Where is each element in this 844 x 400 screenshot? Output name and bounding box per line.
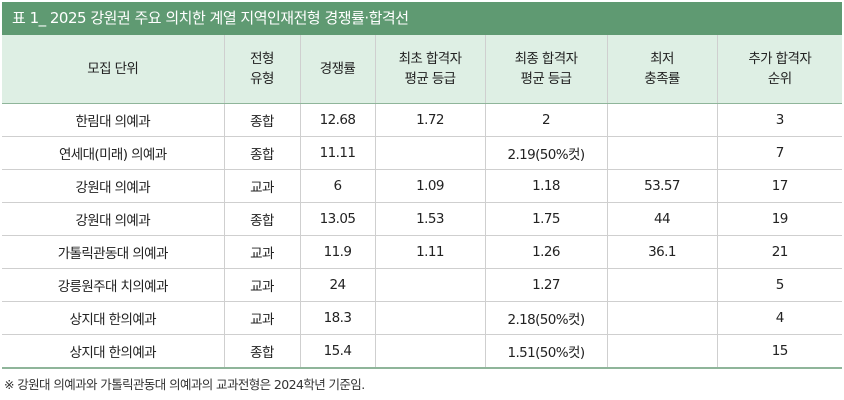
table-cell: 13.05: [300, 202, 376, 236]
table-cell: 2: [485, 103, 608, 137]
table-cell: [375, 268, 486, 302]
table-cell: 교과: [224, 268, 301, 302]
table-cell: 17: [717, 169, 842, 203]
table-row: 강원대 의예과 교과 6 1.09 1.18 53.57 17: [2, 169, 842, 203]
table-row: 연세대(미래) 의예과 종합 11.11 2.19(50%컷) 7: [2, 136, 842, 170]
table-cell: [607, 268, 718, 302]
table-cell: 교과: [224, 169, 301, 203]
table-cell: 종합: [224, 334, 301, 369]
table-cell: 한림대 의예과: [2, 103, 225, 137]
table-cell: 6: [300, 169, 376, 203]
header-cell: 최종 합격자 평균 등급: [485, 35, 608, 104]
table-cell: 1.11: [375, 235, 486, 269]
table-cell: 12.68: [300, 103, 376, 137]
table-cell: [375, 301, 486, 335]
table-cell: 44: [607, 202, 718, 236]
table-cell: 종합: [224, 202, 301, 236]
table-cell: 1.27: [485, 268, 608, 302]
table-cell: [607, 301, 718, 335]
table-cell: 11.11: [300, 136, 376, 170]
table-cell: 21: [717, 235, 842, 269]
table-cell: [607, 334, 718, 369]
table-cell: 1.26: [485, 235, 608, 269]
table-cell: 상지대 한의예과: [2, 301, 225, 335]
table-cell: 1.09: [375, 169, 486, 203]
table-cell: 1.72: [375, 103, 486, 137]
table-cell: 1.18: [485, 169, 608, 203]
footnote: ※ 강원대 의예과와 가톨릭관동대 의예과의 교과전형은 2024학년 기준임.: [4, 377, 365, 392]
table-cell: 5: [717, 268, 842, 302]
table-row: 강릉원주대 치의예과 교과 24 1.27 5: [2, 268, 842, 302]
table-row: 가톨릭관동대 의예과 교과 11.9 1.11 1.26 36.1 21: [2, 235, 842, 269]
table-header-row: 모집 단위 전형 유형 경쟁률 최초 합격자 평균 등급 최종 합격자 평균 등급 최…: [2, 35, 842, 104]
table-cell: 15.4: [300, 334, 376, 369]
table-cell: 2.19(50%컷): [485, 136, 608, 170]
table-row: 한림대 의예과 종합 12.68 1.72 2 3: [2, 103, 842, 137]
header-cell: 추가 합격자 순위: [717, 35, 842, 104]
header-cell: 최저 충족률: [607, 35, 718, 104]
table-row: 상지대 한의예과 교과 18.3 2.18(50%컷) 4: [2, 301, 842, 335]
table-cell: 종합: [224, 136, 301, 170]
table-cell: 강릉원주대 치의예과: [2, 268, 225, 302]
admissions-table: 모집 단위 전형 유형 경쟁률 최초 합격자 평균 등급 최종 합격자 평균 등급 최…: [2, 35, 842, 369]
header-cell: 전형 유형: [224, 35, 301, 104]
table-cell: [607, 103, 718, 137]
table-title: 표 1_ 2025 강원권 주요 의치한 계열 지역인재전형 경쟁률·합격선: [2, 2, 842, 35]
table-cell: 1.53: [375, 202, 486, 236]
table-cell: 1.51(50%컷): [485, 334, 608, 369]
table-cell: 2.18(50%컷): [485, 301, 608, 335]
table-cell: [375, 136, 486, 170]
table-cell: 53.57: [607, 169, 718, 203]
table-cell: 15: [717, 334, 842, 369]
table-cell: 강원대 의예과: [2, 202, 225, 236]
table-cell: [607, 136, 718, 170]
table-cell: 상지대 한의예과: [2, 334, 225, 369]
table-cell: 24: [300, 268, 376, 302]
table-row: 강원대 의예과 종합 13.05 1.53 1.75 44 19: [2, 202, 842, 236]
header-cell: 모집 단위: [2, 35, 225, 104]
table-cell: 강원대 의예과: [2, 169, 225, 203]
table-cell: 교과: [224, 301, 301, 335]
table-cell: 3: [717, 103, 842, 137]
table-cell: 4: [717, 301, 842, 335]
table-cell: 가톨릭관동대 의예과: [2, 235, 225, 269]
header-cell: 최초 합격자 평균 등급: [375, 35, 486, 104]
table-cell: 교과: [224, 235, 301, 269]
table-cell: 연세대(미래) 의예과: [2, 136, 225, 170]
table-cell: 18.3: [300, 301, 376, 335]
header-cell: 경쟁률: [300, 35, 376, 104]
table-cell: 36.1: [607, 235, 718, 269]
table-cell: [375, 334, 486, 369]
table-cell: 1.75: [485, 202, 608, 236]
table-row: 상지대 한의예과 종합 15.4 1.51(50%컷) 15: [2, 334, 842, 369]
table-cell: 11.9: [300, 235, 376, 269]
table-cell: 19: [717, 202, 842, 236]
table-cell: 종합: [224, 103, 301, 137]
table-cell: 7: [717, 136, 842, 170]
